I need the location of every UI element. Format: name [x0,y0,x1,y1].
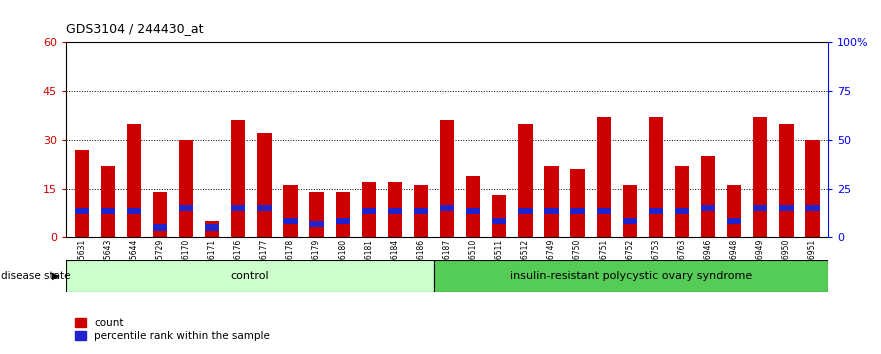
Bar [466,208,480,215]
Bar [179,140,193,237]
Legend: count, percentile rank within the sample: count, percentile rank within the sample [71,314,274,345]
Bar [727,218,742,224]
Bar [779,205,794,211]
Bar [361,208,376,215]
Bar [570,169,585,237]
Bar [231,205,246,211]
Bar [805,205,819,211]
Bar [596,117,611,237]
Text: insulin-resistant polycystic ovary syndrome: insulin-resistant polycystic ovary syndr… [510,271,752,281]
Bar [231,120,246,237]
Bar [75,208,89,215]
Bar [257,133,271,237]
Bar [152,224,167,231]
Bar [440,205,455,211]
Bar [440,120,455,237]
Text: control: control [231,271,270,281]
Bar [361,182,376,237]
Bar [623,218,637,224]
Bar [388,208,402,215]
Bar [336,218,350,224]
Bar [284,218,298,224]
Bar [284,185,298,237]
Bar [336,192,350,237]
Bar [753,205,767,211]
Bar [623,185,637,237]
Bar [675,208,689,215]
Bar [544,166,559,237]
Bar [753,117,767,237]
Bar [675,166,689,237]
Bar [309,221,324,227]
Bar [414,208,428,215]
Bar [648,208,663,215]
Bar [205,224,219,231]
Text: disease state: disease state [1,271,70,281]
Bar [414,185,428,237]
Bar [544,208,559,215]
Bar [152,192,167,237]
Bar [596,208,611,215]
Bar [727,185,742,237]
Bar [779,124,794,237]
Bar [257,205,271,211]
Bar [66,260,434,292]
Bar [466,176,480,237]
Text: GDS3104 / 244430_at: GDS3104 / 244430_at [66,22,204,35]
Bar [492,218,507,224]
Bar [518,124,533,237]
Text: ▶: ▶ [52,271,60,281]
Bar [100,208,115,215]
Bar [309,192,324,237]
Bar [518,208,533,215]
Bar [179,205,193,211]
Bar [127,208,141,215]
Bar [75,149,89,237]
Bar [805,140,819,237]
Bar [492,195,507,237]
Bar [701,156,715,237]
Bar [434,260,828,292]
Bar [570,208,585,215]
Bar [648,117,663,237]
Bar [701,205,715,211]
Bar [127,124,141,237]
Bar [388,182,402,237]
Bar [100,166,115,237]
Bar [205,221,219,237]
